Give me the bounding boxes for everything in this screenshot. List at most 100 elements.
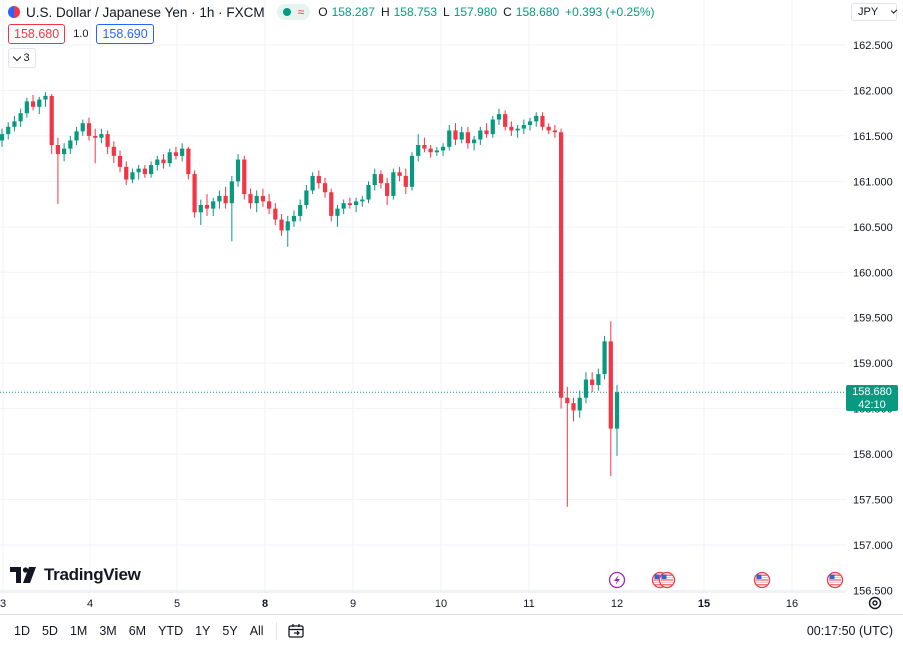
- range-5y[interactable]: 5Y: [222, 624, 238, 638]
- candle[interactable]: [74, 126, 79, 145]
- candle[interactable]: [24, 97, 29, 118]
- candle[interactable]: [198, 199, 203, 225]
- candle[interactable]: [322, 177, 328, 198]
- range-1y[interactable]: 1Y: [195, 624, 211, 638]
- candle[interactable]: [503, 110, 508, 131]
- candle[interactable]: [6, 122, 11, 140]
- candle[interactable]: [608, 321, 613, 476]
- candle[interactable]: [465, 126, 471, 149]
- sell-button[interactable]: 158.680: [8, 24, 66, 44]
- candle[interactable]: [43, 92, 48, 107]
- candle[interactable]: [267, 194, 272, 215]
- candle[interactable]: [378, 170, 384, 189]
- candle[interactable]: [540, 112, 545, 131]
- candle[interactable]: [248, 188, 253, 209]
- tradingview-logo[interactable]: TradingView: [10, 565, 141, 585]
- candle[interactable]: [316, 170, 321, 189]
- candle[interactable]: [335, 205, 340, 227]
- candlestick-chart[interactable]: 3 4 5 8 9 10 11 12 15 16: [0, 0, 846, 614]
- candle[interactable]: [391, 168, 396, 200]
- range-1d[interactable]: 1D: [14, 624, 30, 638]
- candle[interactable]: [515, 125, 520, 138]
- candle[interactable]: [360, 195, 365, 207]
- candle[interactable]: [204, 194, 210, 216]
- candle[interactable]: [385, 177, 390, 205]
- range-6m[interactable]: 6M: [128, 624, 147, 638]
- candle[interactable]: [0, 128, 5, 147]
- candle[interactable]: [341, 199, 346, 215]
- candle[interactable]: [105, 130, 110, 155]
- candle[interactable]: [614, 385, 620, 456]
- range-3m[interactable]: 3M: [99, 624, 117, 638]
- candle[interactable]: [478, 126, 483, 145]
- candle[interactable]: [62, 143, 67, 162]
- candle[interactable]: [509, 121, 514, 136]
- candle[interactable]: [453, 123, 458, 145]
- candle[interactable]: [273, 203, 278, 225]
- candle[interactable]: [217, 190, 222, 209]
- candle[interactable]: [254, 190, 259, 213]
- candle[interactable]: [155, 155, 160, 171]
- candle[interactable]: [521, 119, 526, 135]
- candle[interactable]: [186, 146, 191, 180]
- candle[interactable]: [490, 115, 495, 138]
- candle[interactable]: [583, 372, 589, 404]
- candle[interactable]: [86, 117, 92, 141]
- candle[interactable]: [534, 112, 539, 127]
- candle[interactable]: [242, 155, 247, 200]
- candle[interactable]: [130, 168, 135, 184]
- range-ytd[interactable]: YTD: [158, 624, 184, 638]
- time-axis[interactable]: 3 4 5 8 9 10 11 12 15 16: [0, 591, 846, 610]
- candle[interactable]: [416, 134, 421, 162]
- candle[interactable]: [279, 214, 284, 236]
- candle[interactable]: [167, 148, 172, 167]
- candle[interactable]: [223, 186, 228, 209]
- candle[interactable]: [602, 335, 607, 380]
- candle[interactable]: [577, 390, 582, 418]
- candle[interactable]: [565, 386, 570, 507]
- candle[interactable]: [37, 96, 42, 115]
- candle[interactable]: [403, 168, 408, 195]
- us-flag-event-icon[interactable]: [753, 571, 771, 589]
- candle[interactable]: [49, 94, 54, 155]
- candle[interactable]: [434, 146, 439, 156]
- chart-settings-icon[interactable]: [866, 594, 884, 612]
- candle[interactable]: [428, 145, 433, 158]
- candle[interactable]: [527, 117, 533, 131]
- candle[interactable]: [353, 197, 359, 213]
- candle[interactable]: [291, 210, 297, 227]
- candle[interactable]: [590, 372, 595, 393]
- candle[interactable]: [161, 154, 166, 169]
- candle[interactable]: [571, 397, 576, 422]
- candle[interactable]: [229, 175, 234, 242]
- utc-clock[interactable]: 00:17:50 (UTC): [806, 624, 893, 638]
- candle[interactable]: [30, 95, 36, 111]
- price-axis[interactable]: 162.500 162.000 161.500 161.000 160.500 160.0…: [846, 0, 903, 614]
- candle[interactable]: [484, 123, 489, 138]
- candle[interactable]: [235, 154, 241, 187]
- candle[interactable]: [310, 172, 315, 195]
- candle[interactable]: [347, 197, 352, 209]
- calendar-goto-icon[interactable]: [287, 622, 305, 640]
- candle[interactable]: [496, 108, 502, 125]
- candle[interactable]: [111, 141, 116, 164]
- candle[interactable]: [440, 143, 446, 156]
- candle[interactable]: [409, 152, 415, 191]
- currency-select[interactable]: JPY: [851, 3, 898, 21]
- candle[interactable]: [366, 181, 371, 204]
- candle[interactable]: [304, 185, 309, 209]
- range-5d[interactable]: 5D: [41, 624, 58, 638]
- candle[interactable]: [260, 188, 266, 207]
- candle[interactable]: [18, 108, 23, 127]
- news-flash-icon[interactable]: [608, 571, 626, 589]
- candle[interactable]: [80, 119, 85, 136]
- candle[interactable]: [285, 215, 290, 247]
- candle[interactable]: [117, 150, 123, 173]
- candle[interactable]: [93, 128, 98, 164]
- event-markers[interactable]: [608, 571, 844, 589]
- candle[interactable]: [558, 128, 564, 409]
- candle[interactable]: [211, 197, 216, 216]
- candle[interactable]: [173, 146, 179, 160]
- us-flag-event-icon[interactable]: [658, 571, 676, 589]
- chart-area[interactable]: 3 4 5 8 9 10 11 12 15 16: [0, 0, 846, 610]
